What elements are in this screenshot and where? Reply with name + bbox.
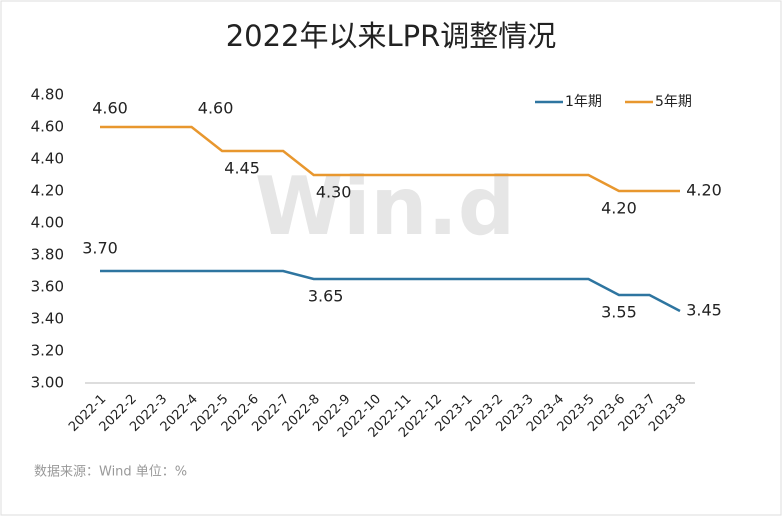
- y-tick-label: 4.80: [31, 86, 64, 104]
- data-label: 4.20: [601, 199, 637, 218]
- y-tick-label: 4.40: [31, 150, 64, 168]
- data-label: 4.30: [316, 183, 352, 202]
- series-line: [100, 269, 681, 313]
- source-note: 数据来源：Wind 单位：%: [34, 465, 187, 480]
- y-tick-label: 3.40: [31, 310, 64, 328]
- legend-label: 5年期: [655, 94, 692, 110]
- series-line: [100, 125, 680, 193]
- data-label: 4.60: [92, 99, 128, 118]
- y-tick-label: 4.20: [31, 182, 64, 200]
- data-label: 4.45: [224, 159, 260, 178]
- legend-label: 1年期: [565, 94, 602, 110]
- y-tick-label: 3.20: [31, 342, 64, 360]
- y-tick-label: 4.60: [31, 118, 64, 136]
- y-tick-label: 3.60: [31, 278, 64, 296]
- data-label: 3.55: [601, 303, 637, 322]
- data-label: 4.20: [686, 181, 722, 200]
- data-label: 4.60: [198, 99, 234, 118]
- data-label: 3.70: [82, 239, 118, 258]
- y-tick-label: 3.80: [31, 246, 64, 264]
- y-tick-label: 3.00: [31, 374, 64, 392]
- chart-title: 2022年以来LPR调整情况: [226, 19, 557, 53]
- y-tick-label: 4.00: [31, 214, 64, 232]
- data-label: 3.45: [686, 301, 722, 320]
- data-label: 3.65: [308, 287, 344, 306]
